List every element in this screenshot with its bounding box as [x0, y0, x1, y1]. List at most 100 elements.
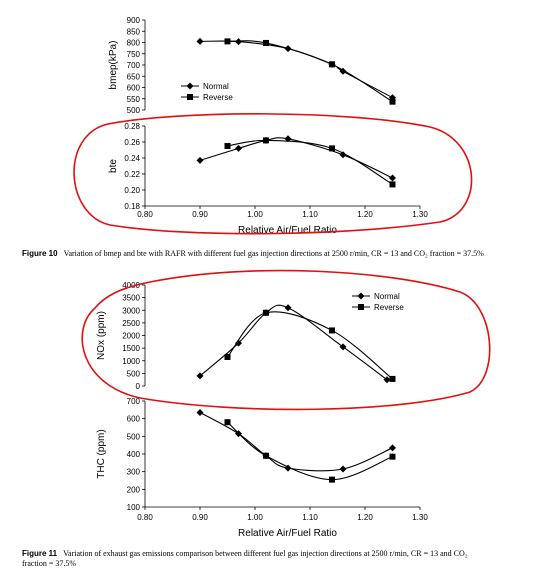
x-tick-label: 1.00 [247, 513, 263, 522]
red-ellipse-nox [81, 269, 491, 411]
x-tick-label: 0.90 [192, 513, 208, 522]
legend-label-normal: Normal [203, 82, 229, 91]
y-tick-label: 650 [127, 72, 141, 81]
data-point [339, 465, 347, 473]
data-point [329, 476, 335, 483]
red-ellipse-bte [73, 113, 473, 235]
x-axis-label: Relative Air/Fuel Ratio [238, 225, 337, 236]
data-point [389, 453, 396, 460]
data-point [389, 174, 396, 182]
figure-10-caption: Figure 10 Variation of bmep and bte with… [22, 249, 484, 259]
figure-11-text-line1: Variation of exhaust gas emissions compa… [63, 549, 468, 558]
data-point [196, 156, 204, 164]
x-tick-label: 0.80 [137, 513, 153, 522]
y-tick-label: 900 [127, 16, 141, 25]
series-normal [196, 37, 396, 102]
series-reverse [224, 38, 396, 105]
data-point [224, 419, 231, 426]
figure-11-label: Figure 11 [22, 549, 58, 558]
data-point [263, 309, 269, 316]
y-tick-label: 4000 [122, 281, 140, 290]
x-tick-label: 1.30 [412, 513, 428, 522]
series-reverse [224, 309, 396, 382]
series-reverse [224, 137, 396, 188]
x-axis-label: Relative Air/Fuel Ratio [238, 528, 337, 539]
legend: Normal Reverse [352, 292, 404, 312]
figure-11-caption: Figure 11 Variation of exhaust gas emiss… [22, 549, 468, 569]
y-tick-label: 0.24 [124, 154, 140, 163]
y-axis-label: bte [108, 159, 119, 173]
legend-marker [357, 292, 365, 300]
y-tick-label: 300 [127, 468, 141, 477]
data-point [329, 61, 335, 68]
y-tick-label: 0.26 [124, 138, 140, 147]
legend-label-reverse: Reverse [203, 93, 233, 102]
y-tick-label: 400 [127, 450, 141, 459]
x-tick-label: 1.00 [247, 210, 263, 219]
y-tick-label: 100 [127, 503, 141, 512]
y-tick-label: 1500 [122, 344, 140, 353]
y-tick-label: 500 [127, 106, 141, 115]
y-tick-label: 700 [127, 397, 141, 406]
data-point [224, 353, 231, 360]
x-tick-label: 0.90 [192, 210, 208, 219]
data-point [339, 151, 347, 159]
y-tick-label: 700 [127, 61, 141, 70]
data-point [263, 137, 269, 144]
data-point [383, 376, 391, 384]
x-tick-label: 1.10 [302, 513, 318, 522]
data-point [389, 444, 396, 452]
x-tick-label: 1.10 [302, 210, 318, 219]
data-point [389, 181, 396, 188]
data-point [329, 327, 335, 334]
data-point [235, 144, 242, 152]
y-tick-label: 800 [127, 39, 141, 48]
y-axis-label: NOx (ppm) [96, 311, 107, 360]
series-line [199, 40, 393, 99]
y-tick-label: 0.18 [124, 202, 140, 211]
figure-10-text: Variation of bmep and bte with RAFR with… [63, 249, 484, 258]
series-line [227, 40, 393, 103]
x-tick-label: 1.20 [357, 513, 373, 522]
legend-label-normal: Normal [374, 292, 400, 301]
y-tick-label: 500 [127, 369, 141, 378]
data-point [389, 375, 396, 382]
series-line [227, 311, 393, 380]
data-point [196, 37, 204, 45]
legend-marker [186, 82, 194, 90]
y-tick-label: 3500 [122, 294, 140, 303]
x-tick-label: 1.20 [357, 210, 373, 219]
chart-panel-3: 0 500 1000 1500 2000 2500 3000 3500 4000 NOx (ppm… [96, 281, 404, 391]
y-tick-label: 2000 [122, 332, 140, 341]
series-line [199, 412, 393, 472]
y-tick-label: 0.22 [124, 170, 140, 179]
legend: Normal Reverse [181, 82, 233, 102]
y-tick-label: 500 [127, 432, 141, 441]
series-reverse [224, 419, 396, 483]
plots-layer: 500 550 600 650 700 750 800 850 900 bmep(kPa) Norm… [96, 16, 428, 539]
chart-panel-2: 0.18 0.20 0.22 0.24 0.26 0.28 bte 0.80 0.90 1.00 1… [108, 122, 428, 236]
figure-11-text-line2: fraction = 37.5% [22, 559, 77, 568]
y-tick-label: 600 [127, 84, 141, 93]
series-normal [196, 304, 391, 384]
y-tick-label: 3000 [122, 306, 140, 315]
data-point [389, 98, 396, 105]
data-point [224, 38, 231, 45]
data-point [263, 452, 269, 459]
data-point [329, 145, 335, 152]
data-point [235, 38, 242, 46]
data-point [196, 372, 204, 380]
legend-marker [358, 304, 364, 310]
y-tick-label: 0.20 [124, 186, 140, 195]
x-tick-label: 1.30 [412, 210, 428, 219]
chart-panel-4: 100 200 300 400 500 600 700 THC (ppm) 0.80 0.90 1.… [96, 397, 428, 539]
series-normal [196, 408, 396, 473]
y-axis-label: THC (ppm) [96, 429, 107, 478]
y-tick-label: 0.28 [124, 122, 140, 131]
series-line [227, 139, 393, 185]
y-tick-label: 600 [127, 415, 141, 424]
legend-label-reverse: Reverse [374, 303, 404, 312]
y-tick-label: 2500 [122, 319, 140, 328]
annotation-layer [73, 113, 491, 411]
